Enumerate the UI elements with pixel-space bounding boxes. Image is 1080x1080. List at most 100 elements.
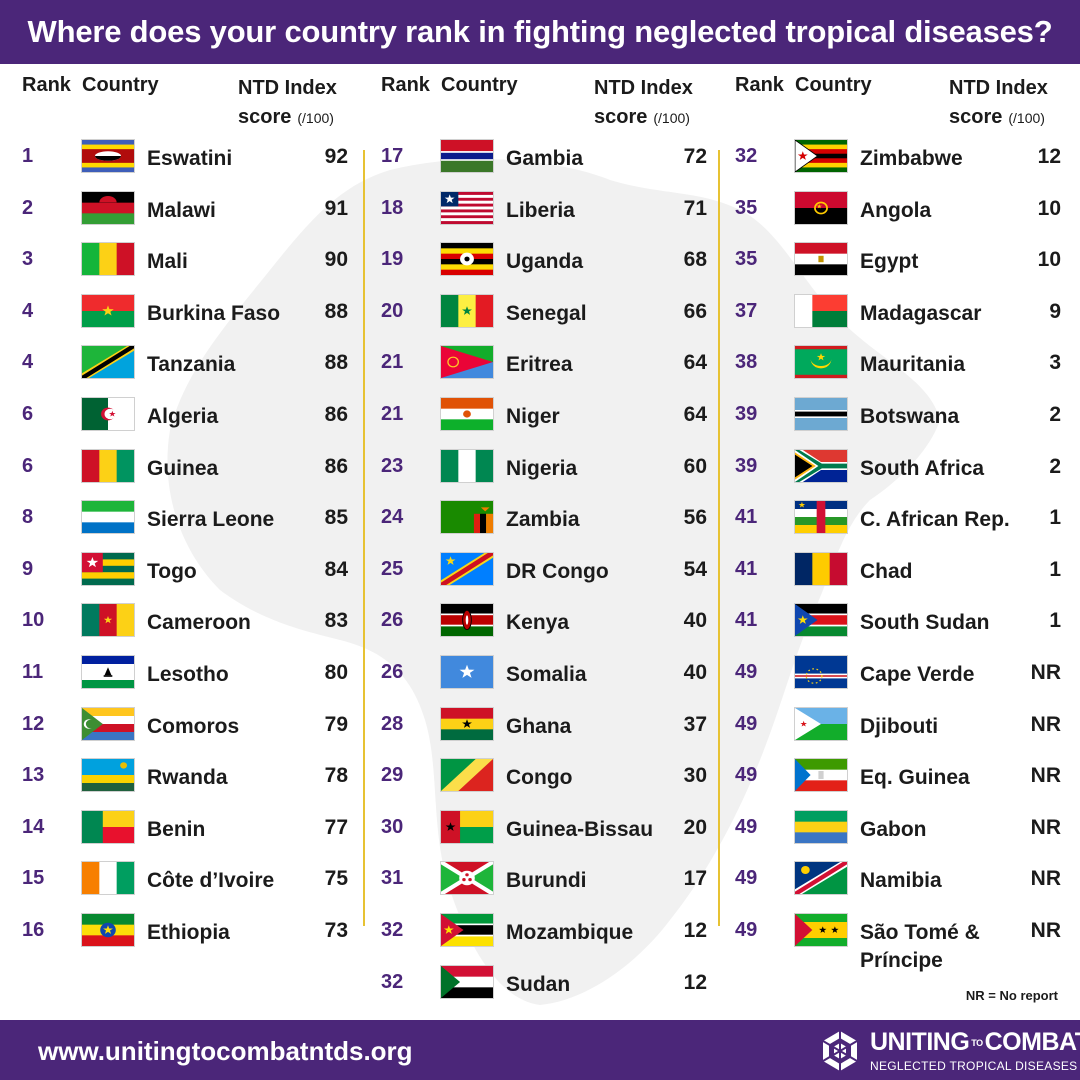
rank-value: 4: [22, 299, 34, 322]
table-row: 32 Mozambique 12: [381, 911, 711, 949]
country-name: Algeria: [147, 405, 219, 428]
gabon-flag-icon: [794, 809, 848, 844]
rank-value: 11: [22, 661, 44, 683]
logo-word-uniting: UNITING: [870, 1028, 970, 1056]
logo-tagline: NEGLECTED TROPICAL DISEASES: [870, 1059, 1078, 1073]
ntd-score: 1: [1049, 506, 1061, 530]
logo-wordmark: UNITING TOCOMBAT: [870, 1028, 1080, 1057]
ntd-score: 17: [683, 867, 707, 891]
rank-value: 6: [22, 454, 34, 477]
africa-map-background: [167, 159, 940, 1006]
column-divider: [363, 150, 365, 926]
header-score-unit: (/100): [653, 110, 690, 126]
rank-value: 26: [381, 609, 404, 632]
table-row: 35 Egypt 10: [735, 240, 1065, 278]
ntd-score: 2: [1049, 403, 1061, 426]
rank-value: 35: [735, 196, 758, 219]
rank-value: 32: [735, 145, 758, 167]
rank-value: 31: [381, 867, 404, 890]
header-score-line2: score: [949, 106, 1003, 128]
ntd-score: 64: [683, 351, 707, 375]
country-name: Mozambique: [506, 921, 634, 944]
footer: www.unitingtocombatntds.org UNITING TOCOM…: [0, 1020, 1080, 1080]
country-name: Sudan: [506, 972, 571, 996]
table-row: 49 Djibouti NR: [735, 705, 1065, 743]
table-row: 21 Eritrea 64: [381, 343, 711, 381]
country-name: Senegal: [506, 301, 587, 325]
country-name: Uganda: [506, 250, 584, 274]
rank-value: 16: [22, 919, 45, 941]
country-name: Comoros: [147, 714, 240, 738]
country-name: Somalia: [506, 663, 587, 686]
ntd-score: 71: [683, 196, 707, 220]
ntd-score: 2: [1049, 454, 1061, 478]
rank-value: 12: [22, 712, 45, 735]
ntd-score: 40: [683, 609, 707, 633]
ntd-score: 3: [1049, 351, 1061, 375]
country-name: São Tomé & Príncipe: [860, 921, 980, 972]
ghana-flag-icon: [440, 706, 494, 741]
ntd-score: 68: [683, 248, 707, 272]
country-name: Cameroon: [147, 611, 251, 635]
website-link[interactable]: www.unitingtocombatntds.org: [38, 1036, 413, 1066]
header-score-unit: (/100): [1008, 110, 1045, 126]
ntd-score: 86: [324, 403, 348, 426]
country-name: Sierra Leone: [147, 508, 275, 532]
table-row: 31 Burundi 17: [381, 859, 711, 897]
comoros-flag-icon: [81, 706, 135, 741]
ntd-score: NR: [1030, 661, 1061, 684]
algeria-flag-icon: [81, 397, 135, 431]
rank-value: 32: [381, 919, 404, 941]
table-row: 9 Togo 84: [22, 550, 352, 588]
table-row: 17 Gambia 72: [381, 137, 711, 175]
rank-value: 20: [381, 299, 404, 322]
table-row: 41 Chad 1: [735, 550, 1065, 588]
table-row: 11 Lesotho 80: [22, 653, 352, 691]
angola-flag-icon: [794, 190, 848, 225]
cote-divoire-flag-icon: [81, 861, 135, 896]
sao-tome-and-principe-flag-icon: [794, 913, 848, 947]
country-name: Togo: [147, 559, 197, 583]
rank-value: 29: [381, 764, 404, 787]
table-row: 14 Benin 77: [22, 808, 352, 846]
rank-value: 2: [22, 196, 34, 219]
sudan-flag-icon: [440, 964, 494, 999]
table-row: 8 Sierra Leone 85: [22, 498, 352, 536]
uganda-flag-icon: [440, 242, 494, 277]
ntd-score: 54: [683, 557, 707, 581]
rank-value: 3: [22, 248, 34, 271]
ntd-score: 79: [324, 712, 348, 736]
rank-value: 41: [735, 609, 758, 632]
eritrea-flag-icon: [440, 345, 494, 380]
cameroon-flag-icon: [81, 603, 135, 638]
gambia-flag-icon: [440, 139, 494, 173]
table-row: 49 Cape Verde NR: [735, 653, 1065, 691]
country-name: Ghana: [506, 714, 572, 738]
mozambique-flag-icon: [440, 913, 494, 947]
country-name: Djibouti: [860, 714, 939, 738]
country-name: Benin: [147, 817, 206, 841]
rank-value: 28: [381, 712, 404, 735]
rank-value: 17: [381, 145, 404, 167]
table-row: 16 Ethiopia 73: [22, 911, 352, 949]
country-name: Mauritania: [860, 353, 966, 377]
ntd-score: 88: [324, 299, 348, 323]
header-score: NTD Index score (/100): [594, 74, 714, 133]
country-name: Guinea: [147, 456, 219, 480]
table-row: 35 Angola 10: [735, 189, 1065, 227]
rank-value: 21: [381, 351, 404, 374]
burkina-faso-flag-icon: [81, 293, 135, 328]
table-row: 32 Zimbabwe 12: [735, 137, 1065, 175]
country-name: Malawi: [147, 198, 216, 222]
south-africa-flag-icon: [794, 448, 848, 483]
rank-value: 32: [381, 970, 404, 993]
rank-value: 25: [381, 557, 404, 580]
uniting-to-combat-logo: UNITING TOCOMBAT NEGLECTED TROPICAL DISEA…: [818, 1026, 1080, 1076]
table-row: 19 Uganda 68: [381, 240, 711, 278]
rank-value: 4: [22, 351, 34, 374]
country-name: South Sudan: [860, 611, 990, 635]
ntd-score: 86: [324, 454, 348, 478]
rank-value: 49: [735, 919, 758, 941]
ntd-score: 90: [324, 248, 348, 272]
ntd-score: 60: [683, 454, 707, 478]
